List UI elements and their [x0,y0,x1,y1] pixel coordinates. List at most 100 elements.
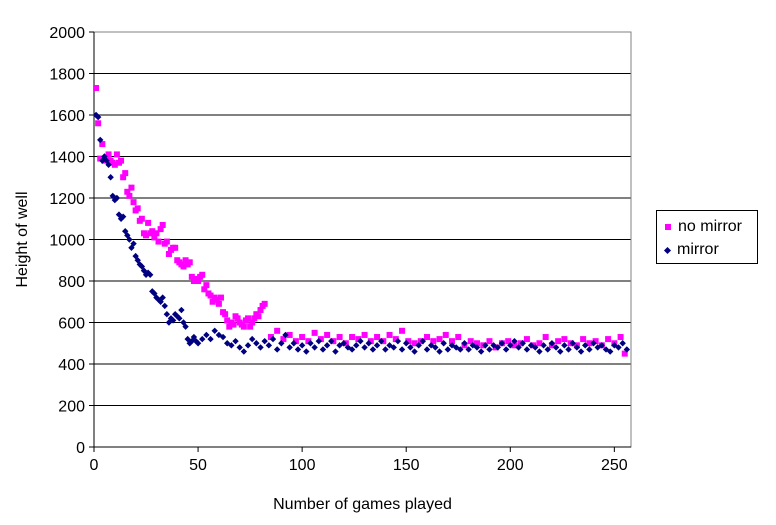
y-tick-label: 1000 [49,233,85,250]
data-point [240,323,247,330]
y-tick-label: 400 [58,357,85,374]
data-point [405,338,412,345]
data-point [111,161,118,168]
data-point [269,335,277,343]
data-point [93,85,100,92]
data-point [615,344,622,351]
data-point [138,215,145,222]
data-point [592,338,599,345]
data-point [536,340,543,347]
series-mirror [92,111,631,355]
data-point [215,300,222,307]
data-point [336,334,343,341]
data-point [467,338,474,345]
data-point [399,327,406,334]
data-point [403,340,410,347]
data-point [394,337,402,345]
data-point [130,199,137,206]
data-point [209,298,216,305]
data-point [619,340,626,347]
y-tick-label: 0 [76,440,85,457]
data-point [199,335,206,343]
data-point [172,244,179,251]
data-point [390,344,397,351]
data-point [292,338,299,345]
legend-label: no mirror [678,218,743,235]
data-point [442,331,449,338]
x-axis: 0 50 100 150 200 250 [90,446,631,474]
data-point [165,319,173,326]
data-point [561,342,568,349]
x-tick-label: 0 [90,457,99,474]
data-point [213,296,220,303]
data-point [278,340,285,347]
data-point [203,331,210,339]
data-point [248,335,256,343]
data-point [228,342,235,349]
data-point [605,336,612,343]
data-point [473,344,481,351]
data-point [586,346,593,353]
x-tick-label: 200 [497,457,524,474]
data-point [255,313,262,320]
data-point [249,319,256,326]
data-point [224,317,231,324]
x-axis-title: Number of games played [273,496,452,513]
data-point [378,337,385,345]
data-point [494,344,501,351]
data-point [328,337,335,345]
data-point [355,336,362,343]
data-point [113,194,121,202]
data-point [348,346,356,353]
data-point [523,336,530,343]
data-point [176,315,183,322]
data-point [290,340,298,347]
data-point [580,336,587,343]
data-point [294,346,302,353]
data-point [257,307,264,314]
data-point [415,342,422,349]
data-point [536,348,543,355]
data-point [217,294,224,301]
data-point [207,292,214,299]
data-point [432,344,439,351]
data-point [486,346,493,353]
data-point [155,238,162,245]
data-point [623,346,631,353]
data-point [257,344,264,351]
data-point [105,161,112,168]
data-point [282,331,289,339]
data-point [511,337,518,345]
data-point [97,155,104,162]
data-point [386,331,393,338]
data-point [122,170,129,177]
data-point [182,323,189,330]
data-point [234,315,241,322]
legend: no mirror mirror [656,210,758,264]
data-point [163,238,170,245]
data-point [124,188,131,195]
x-tick-label: 150 [393,457,420,474]
data-point [145,219,152,226]
data-point [382,346,389,353]
data-point [502,346,510,353]
data-point [226,323,233,330]
data-point [590,340,597,347]
data-point [251,315,258,322]
data-point [286,331,293,338]
data-point [482,342,489,349]
data-point [349,334,356,341]
data-point [430,338,437,345]
data-point [119,213,127,220]
data-point [569,340,576,347]
data-point [163,311,171,318]
legend-label: mirror [677,241,719,258]
data-point [311,329,318,336]
data-point [398,346,406,353]
data-point [194,340,202,347]
data-point [134,205,141,212]
data-point [542,334,549,341]
data-point [247,323,254,330]
data-point [99,141,106,148]
data-point [211,327,218,334]
